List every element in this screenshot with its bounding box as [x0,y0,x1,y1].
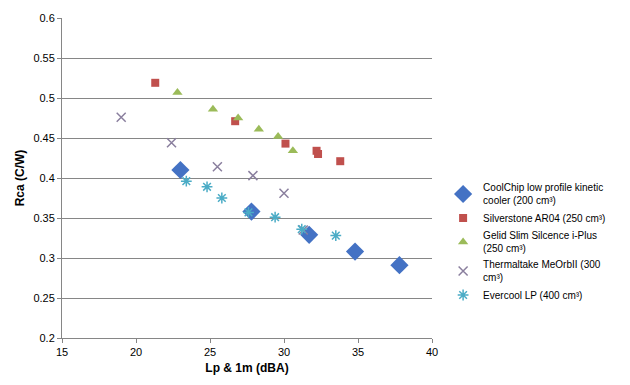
svg-text:Gelid Slim Silcence i-Plus(250: Gelid Slim Silcence i-Plus(250 cm³) [483,230,597,254]
svg-text:CoolChip low profile kineticco: CoolChip low profile kineticcooler (200 … [483,182,603,206]
svg-text:0.35: 0.35 [33,212,54,224]
svg-text:0.25: 0.25 [33,292,54,304]
svg-text:Lp & 1m (dBA): Lp & 1m (dBA) [205,361,288,375]
svg-text:Rca (C/W): Rca (C/W) [13,150,27,207]
svg-text:35: 35 [352,346,364,358]
svg-text:40: 40 [426,346,438,358]
svg-text:0.5: 0.5 [40,92,55,104]
svg-text:Thermaltake MeOrbII (300cm³): Thermaltake MeOrbII (300cm³) [483,259,601,283]
svg-text:0.6: 0.6 [40,12,55,24]
svg-text:30: 30 [278,346,290,358]
svg-text:Evercool LP (400 cm³): Evercool LP (400 cm³) [483,290,582,301]
svg-text:20: 20 [130,346,142,358]
svg-text:0.2: 0.2 [40,332,55,344]
svg-text:15: 15 [56,346,68,358]
svg-text:0.3: 0.3 [40,252,55,264]
svg-text:Silverstone AR04 (250 cm³): Silverstone AR04 (250 cm³) [483,213,605,224]
svg-text:0.45: 0.45 [33,132,54,144]
svg-text:0.4: 0.4 [40,172,55,184]
svg-text:25: 25 [204,346,216,358]
svg-text:0.55: 0.55 [33,52,54,64]
